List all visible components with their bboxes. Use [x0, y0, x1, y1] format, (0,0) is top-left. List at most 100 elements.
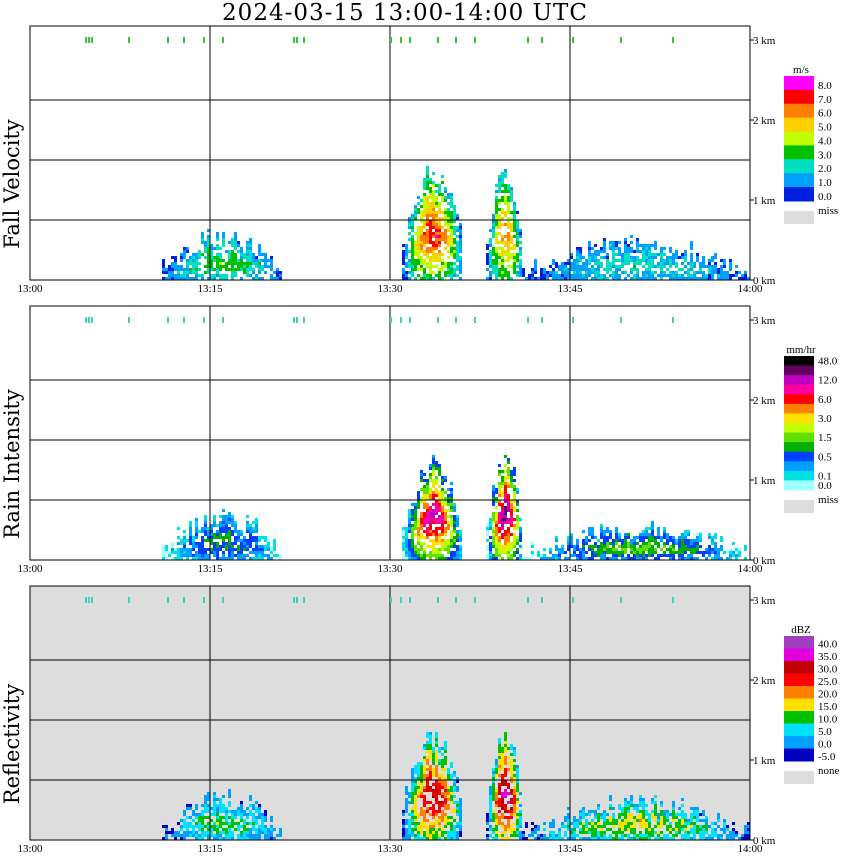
echo-cell: [495, 795, 498, 798]
echo-cell: [438, 205, 441, 208]
echo-cell: [732, 828, 735, 831]
echo-cell: [639, 837, 642, 840]
echo-cell: [573, 834, 576, 837]
echo-cell: [255, 545, 258, 548]
echo-cell: [489, 277, 492, 280]
echo-cell: [450, 202, 453, 205]
echo-cell: [426, 762, 429, 765]
echo-cell: [600, 277, 603, 280]
legend-label: 0.1: [818, 470, 832, 482]
echo-cell: [561, 262, 564, 265]
echo-cell: [558, 268, 561, 271]
echo-cell: [435, 795, 438, 798]
echo-cell: [723, 828, 726, 831]
echo-cell: [507, 271, 510, 274]
echo-cell: [447, 515, 450, 518]
echo-cell: [198, 530, 201, 533]
echo-cell: [453, 786, 456, 789]
echo-cell: [441, 834, 444, 837]
echo-cell: [492, 232, 495, 235]
echo-cell: [243, 834, 246, 837]
legend-swatch: [784, 442, 814, 453]
echo-cell: [699, 539, 702, 542]
echo-cell: [453, 232, 456, 235]
echo-cell: [579, 259, 582, 262]
echo-cell: [537, 834, 540, 837]
echo-cell: [435, 774, 438, 777]
echo-cell: [192, 828, 195, 831]
echo-cell: [414, 262, 417, 265]
echo-cell: [696, 831, 699, 834]
echo-cell: [714, 554, 717, 557]
echo-cell: [624, 539, 627, 542]
echo-cell: [441, 753, 444, 756]
echo-cell: [543, 557, 546, 560]
echo-cell: [624, 271, 627, 274]
echo-cell: [525, 277, 528, 280]
echo-cell: [420, 837, 423, 840]
echo-cell: [636, 816, 639, 819]
echo-cell: [726, 834, 729, 837]
echo-cell: [258, 834, 261, 837]
echo-cell: [441, 524, 444, 527]
echo-cell: [558, 831, 561, 834]
echo-cell: [402, 810, 405, 813]
echo-cell: [516, 271, 519, 274]
echo-cell: [174, 268, 177, 271]
echo-cell: [417, 557, 420, 560]
echo-cell: [432, 545, 435, 548]
echo-cell: [429, 521, 432, 524]
echo-cell: [165, 825, 168, 828]
echo-cell: [630, 822, 633, 825]
echo-cell: [423, 822, 426, 825]
echo-cell: [510, 780, 513, 783]
echo-cell: [204, 250, 207, 253]
echo-cell: [660, 247, 663, 250]
echo-cell: [648, 262, 651, 265]
echo-cell: [492, 542, 495, 545]
echo-cell: [501, 184, 504, 187]
echo-cell: [636, 554, 639, 557]
echo-cell: [681, 816, 684, 819]
echo-cell: [606, 265, 609, 268]
echo-cell: [219, 834, 222, 837]
echo-cell: [207, 253, 210, 256]
echo-cell: [441, 831, 444, 834]
echo-cell: [561, 548, 564, 551]
echo-cell: [504, 190, 507, 193]
echo-cell: [192, 819, 195, 822]
echo-cell: [198, 262, 201, 265]
cloud-base-mark: [409, 37, 411, 43]
echo-cell: [237, 539, 240, 542]
echo-cell: [432, 455, 435, 458]
echo-cell: [240, 548, 243, 551]
echo-cell: [165, 828, 168, 831]
echo-cell: [174, 277, 177, 280]
echo-cell: [747, 825, 750, 828]
echo-cell: [225, 807, 228, 810]
echo-cell: [498, 783, 501, 786]
echo-cell: [222, 804, 225, 807]
echo-cell: [423, 202, 426, 205]
echo-cell: [411, 503, 414, 506]
echo-cell: [198, 256, 201, 259]
echo-cell: [624, 536, 627, 539]
echo-cell: [708, 834, 711, 837]
echo-cell: [198, 545, 201, 548]
echo-cell: [648, 527, 651, 530]
echo-cell: [411, 810, 414, 813]
echo-cell: [627, 536, 630, 539]
echo-cell: [705, 822, 708, 825]
echo-cell: [519, 253, 522, 256]
echo-cell: [411, 816, 414, 819]
echo-cell: [432, 241, 435, 244]
echo-cell: [639, 250, 642, 253]
echo-cell: [435, 837, 438, 840]
x-tick-label: 13:00: [17, 563, 43, 575]
echo-cell: [567, 548, 570, 551]
echo-cell: [222, 822, 225, 825]
echo-cell: [240, 801, 243, 804]
echo-cell: [432, 491, 435, 494]
echo-cell: [198, 825, 201, 828]
echo-cell: [648, 822, 651, 825]
